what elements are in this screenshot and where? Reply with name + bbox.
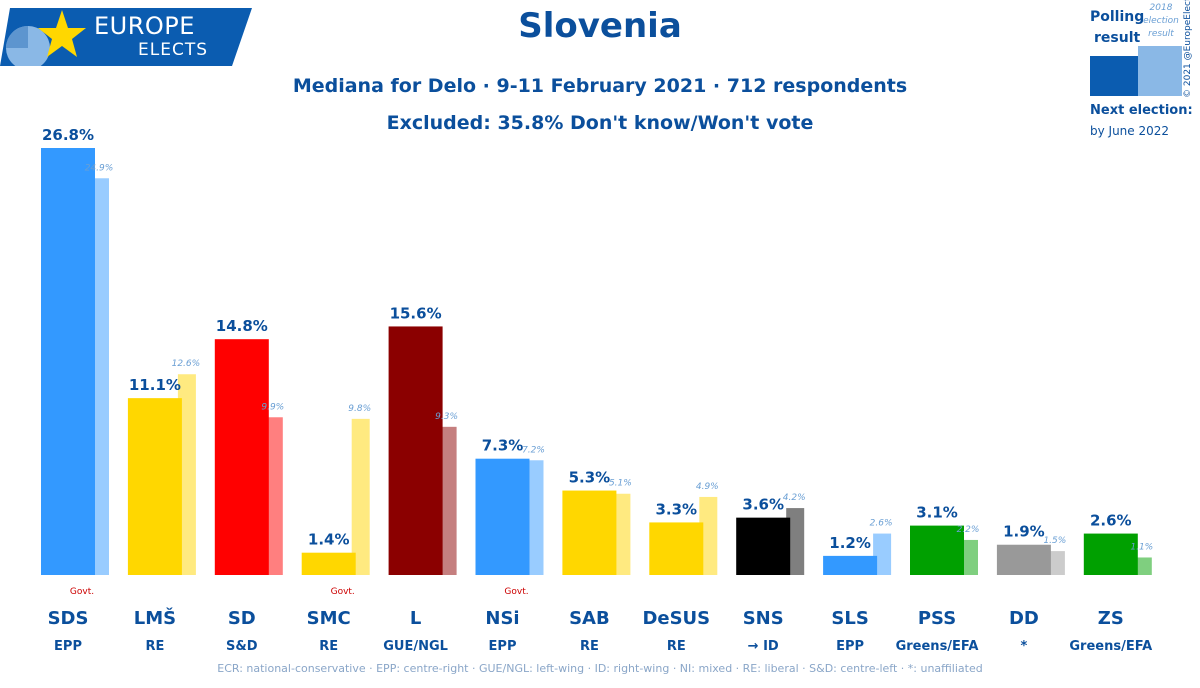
legend-polling-label-1: Polling	[1090, 9, 1145, 25]
party-group-label: → ID	[748, 639, 779, 654]
party-name-label: L	[410, 608, 421, 629]
chart-title: Slovenia	[518, 6, 682, 46]
poll-value-label: 5.3%	[569, 469, 611, 487]
poll-bar-sab	[562, 490, 617, 575]
prev-bar-sds	[91, 178, 109, 575]
poll-value-label: 3.3%	[655, 500, 697, 518]
poll-value-label: 2.6%	[1090, 512, 1132, 530]
next-election-label: Next election:	[1090, 103, 1193, 118]
footer-legend: ECR: national-conservative · EPP: centre…	[217, 662, 983, 675]
prev-value-label: 12.6%	[172, 359, 201, 369]
poll-bar-l	[388, 326, 443, 575]
poll-bar-desus	[649, 522, 704, 575]
prev-value-label: 2.2%	[957, 525, 980, 535]
prev-bar-l	[438, 426, 457, 575]
prev-bar-dd	[1046, 551, 1065, 575]
party-name-label: SMC	[307, 608, 351, 629]
prev-value-label: 24.9%	[85, 163, 114, 173]
prev-bar-pss	[960, 539, 978, 575]
party-group-label: S&D	[226, 639, 258, 654]
party-group-label: EPP	[54, 639, 82, 654]
prev-bar-sd	[264, 417, 283, 575]
party-group-label: Greens/EFA	[1069, 639, 1152, 654]
prev-bar-sns	[786, 508, 805, 575]
party-name-label: ZS	[1098, 608, 1124, 629]
party-group-label: GUE/NGL	[383, 639, 448, 654]
poll-value-label: 15.6%	[390, 304, 442, 322]
party-name-label: NSi	[485, 608, 519, 629]
poll-value-label: 1.4%	[308, 531, 350, 549]
party-name-label: SNS	[743, 608, 784, 629]
poll-bar-sls	[823, 555, 878, 575]
govt-label: Govt.	[504, 587, 528, 597]
prev-value-label: 9.3%	[435, 412, 458, 422]
prev-value-label: 9.9%	[261, 402, 284, 412]
party-group-label: RE	[580, 639, 599, 654]
poll-value-label: 1.2%	[829, 534, 871, 552]
prev-value-label: 2.6%	[870, 519, 893, 529]
party-group-label: EPP	[489, 639, 517, 654]
poll-bar-smc	[301, 552, 356, 575]
govt-label: Govt.	[331, 587, 355, 597]
party-group-label: *	[1020, 639, 1027, 654]
poll-bar-nsi	[475, 458, 530, 575]
poll-bar-zs	[1083, 533, 1138, 575]
prev-value-label: 4.2%	[783, 493, 806, 503]
poll-value-label: 7.3%	[482, 437, 524, 455]
poll-value-label: 3.6%	[742, 496, 784, 514]
poll-value-label: 3.1%	[916, 504, 958, 522]
poll-value-label: 26.8%	[42, 126, 94, 144]
poll-bar-dd	[996, 544, 1051, 575]
party-group-label: Greens/EFA	[896, 639, 979, 654]
chart-subtitle: Mediana for Delo · 9-11 February 2021 · …	[292, 75, 908, 97]
party-name-label: SLS	[831, 608, 868, 629]
poll-bar-sd	[214, 339, 269, 575]
poll-bar-sds	[41, 148, 95, 575]
star-icon	[38, 10, 86, 57]
prev-bar-sab	[612, 493, 631, 575]
party-name-label: SAB	[569, 608, 610, 629]
logo-text-elects: ELECTS	[138, 40, 208, 60]
govt-label: Govt.	[70, 587, 94, 597]
poll-value-label: 11.1%	[129, 376, 181, 394]
prev-bar-zs	[1133, 557, 1152, 575]
party-group-label: RE	[145, 639, 164, 654]
party-name-label: SDS	[48, 608, 89, 629]
legend-polling-swatch	[1090, 56, 1138, 96]
party-group-label: RE	[319, 639, 338, 654]
legend-previous-swatch	[1138, 46, 1182, 96]
party-name-label: LMŠ	[134, 607, 176, 629]
party-group-label: RE	[667, 639, 686, 654]
poll-value-label: 14.8%	[216, 317, 268, 335]
party-group-label: EPP	[836, 639, 864, 654]
prev-bar-sls	[873, 533, 892, 575]
prev-value-label: 1.1%	[1130, 542, 1153, 552]
prev-value-label: 4.9%	[696, 482, 719, 492]
excluded-note: Excluded: 35.8% Don't know/Won't vote	[386, 112, 814, 134]
prev-bar-nsi	[525, 460, 544, 575]
prev-value-label: 5.1%	[609, 479, 632, 489]
prev-value-label: 7.2%	[522, 445, 545, 455]
prev-bar-lmš	[177, 374, 196, 575]
prev-value-label: 1.5%	[1043, 536, 1066, 546]
prev-bar-desus	[699, 496, 718, 575]
legend-previous-label: 2018 election result	[1143, 3, 1179, 39]
party-name-label: PSS	[918, 608, 956, 629]
party-name-label: DeSUS	[642, 608, 710, 629]
prev-bar-smc	[351, 418, 370, 575]
prev-value-label: 9.8%	[348, 404, 371, 414]
logo-text-europe: EUROPE	[94, 12, 195, 40]
europe-elects-logo	[0, 8, 252, 66]
poll-bar-sns	[736, 517, 791, 575]
poll-value-label: 1.9%	[1003, 523, 1045, 541]
party-name-label: DD	[1009, 608, 1039, 629]
poll-bar-pss	[910, 525, 964, 575]
party-name-label: SD	[228, 608, 256, 629]
next-election-date: by June 2022	[1090, 124, 1170, 138]
legend-polling-label-2: result	[1094, 30, 1141, 46]
poll-bar-lmš	[127, 398, 182, 575]
